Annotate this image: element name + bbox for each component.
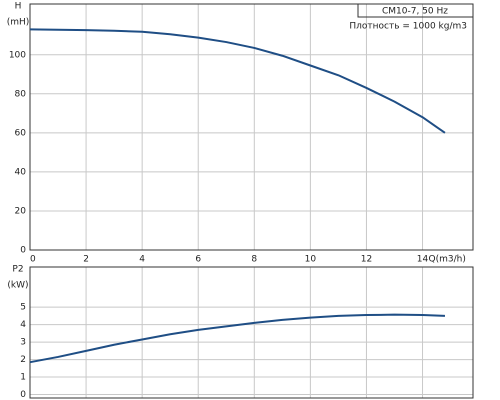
annotation: CM10-7, 50 Hz bbox=[382, 7, 448, 17]
y-tick-label: 4 bbox=[20, 320, 26, 330]
y-tick-label: 100 bbox=[9, 50, 26, 60]
annotation-box bbox=[357, 3, 474, 18]
x-axis-label: Q(m3/h) bbox=[429, 255, 466, 265]
y-axis-label: P2 bbox=[12, 265, 23, 275]
y-tick-label: 2 bbox=[20, 355, 26, 365]
y-tick-label: 20 bbox=[15, 206, 27, 216]
y-axis-label: (kW) bbox=[7, 281, 28, 291]
y-tick-label: 80 bbox=[15, 89, 27, 99]
x-tick-label: 0 bbox=[30, 255, 36, 265]
y-tick-label: 3 bbox=[20, 338, 26, 348]
y-axis-label: (mH) bbox=[7, 18, 30, 28]
y-tick-label: 60 bbox=[15, 128, 27, 138]
x-tick-label: 8 bbox=[251, 255, 257, 265]
plot-frame bbox=[29, 266, 474, 399]
y-tick-label: 0 bbox=[20, 390, 26, 400]
x-tick-label: 10 bbox=[305, 255, 317, 265]
plot-frame bbox=[29, 3, 474, 251]
x-tick-label: 14 bbox=[417, 255, 429, 265]
x-tick-label: 6 bbox=[195, 255, 201, 265]
y-tick-label: 40 bbox=[15, 167, 27, 177]
y-axis-label: H bbox=[15, 2, 22, 12]
y-tick-label: 1 bbox=[20, 373, 26, 383]
x-tick-label: 12 bbox=[361, 255, 372, 265]
x-tick-label: 4 bbox=[139, 255, 145, 265]
x-tick-label: 2 bbox=[83, 255, 89, 265]
annotation: Плотность = 1000 kg/m3 bbox=[349, 22, 467, 32]
y-tick-label: 5 bbox=[20, 303, 26, 313]
y-tick-label: 0 bbox=[20, 246, 26, 256]
curve bbox=[29, 28, 446, 134]
curve bbox=[29, 313, 446, 364]
